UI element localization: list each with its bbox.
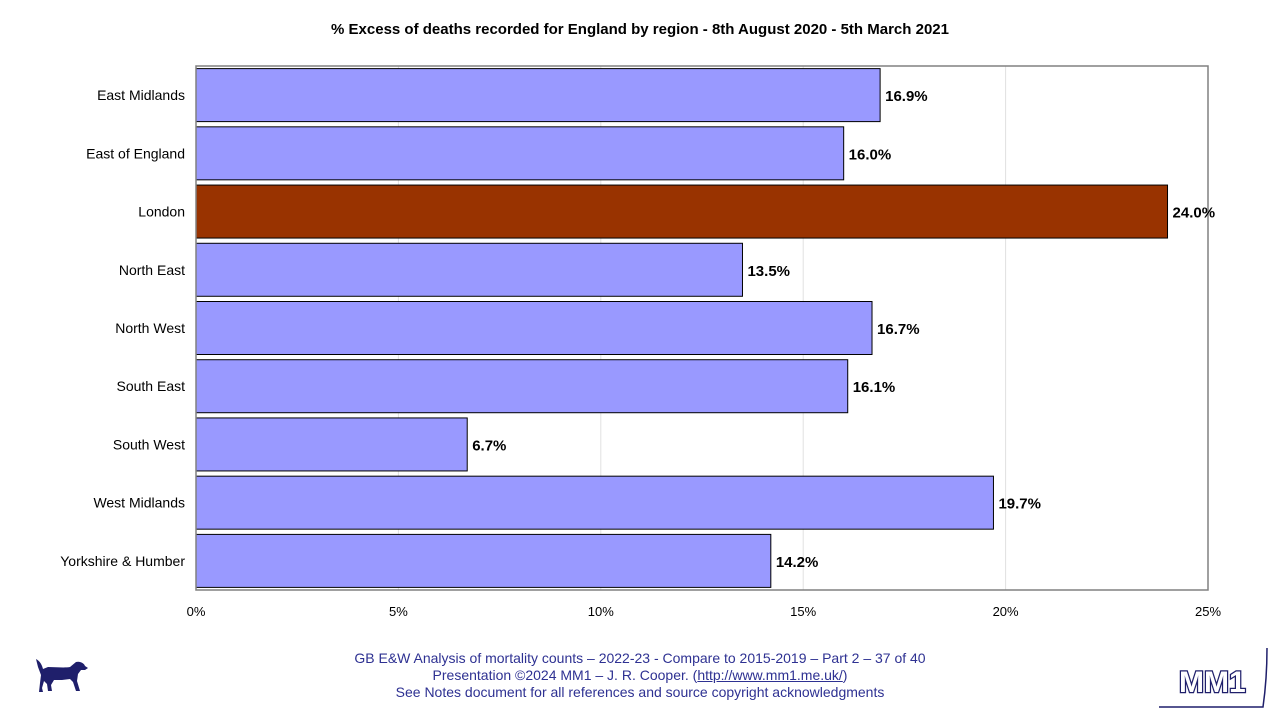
data-label: 13.5% — [747, 263, 790, 280]
category-label: South West — [113, 436, 185, 452]
bar — [195, 475, 994, 530]
data-label: 16.9% — [885, 88, 928, 105]
mm1-logo-text: MM1 — [1179, 666, 1246, 699]
bars — [195, 68, 1169, 588]
bar — [195, 126, 845, 181]
data-label: 16.0% — [849, 146, 892, 163]
footer-line-1: GB E&W Analysis of mortality counts – 20… — [354, 650, 926, 666]
data-label: 14.2% — [776, 554, 819, 571]
bar — [195, 68, 881, 123]
bar — [195, 417, 468, 472]
data-label: 6.7% — [472, 437, 506, 454]
bar — [195, 242, 743, 297]
footer-link[interactable]: http://www.mm1.me.uk/ — [697, 667, 843, 683]
data-label: 24.0% — [1173, 205, 1216, 222]
bar — [195, 184, 1169, 239]
category-label: South East — [117, 378, 186, 394]
bar — [195, 301, 873, 355]
footer-line-2: Presentation ©2024 MM1 – J. R. Cooper. (… — [300, 667, 980, 684]
data-label: 16.1% — [853, 379, 896, 396]
x-tick-label: 5% — [389, 604, 408, 619]
x-tick-labels: 0% 5% 10% 15% 20% 25% — [187, 604, 1222, 619]
footer-line-3: See Notes document for all references an… — [395, 684, 885, 700]
data-labels: 16.9% 16.0% 24.0% 13.5% 16.7% 16.1% 6.7% 19.7% 1… — [472, 88, 1215, 571]
bar-chart: East Midlands East of England London North … — [60, 65, 1222, 619]
data-label: 19.7% — [998, 496, 1041, 513]
bar — [195, 359, 849, 414]
category-labels: East Midlands East of England London North … — [60, 87, 185, 569]
chart-title: % Excess of deaths recorded for England … — [331, 21, 949, 38]
data-label: 16.7% — [877, 321, 920, 338]
x-tick-label: 10% — [588, 604, 614, 619]
bar — [195, 533, 772, 588]
category-label: North East — [119, 262, 185, 278]
x-tick-label: 25% — [1195, 604, 1221, 619]
category-label: East of England — [86, 145, 185, 161]
x-tick-label: 0% — [187, 604, 206, 619]
category-label: Yorkshire & Humber — [60, 553, 185, 569]
category-label: London — [138, 204, 185, 220]
footer-credit: Presentation ©2024 MM1 – J. R. Cooper. ( — [432, 667, 698, 683]
category-label: North West — [115, 320, 185, 336]
category-label: East Midlands — [97, 87, 185, 103]
dog-silhouette-icon — [36, 659, 88, 692]
footer-credit-end: ) — [842, 667, 848, 683]
x-tick-label: 20% — [993, 604, 1019, 619]
plot-frame — [195, 65, 1209, 591]
category-label: West Midlands — [93, 495, 185, 511]
mm1-logo: MM1 — [1159, 647, 1268, 708]
x-tick-label: 15% — [790, 604, 816, 619]
